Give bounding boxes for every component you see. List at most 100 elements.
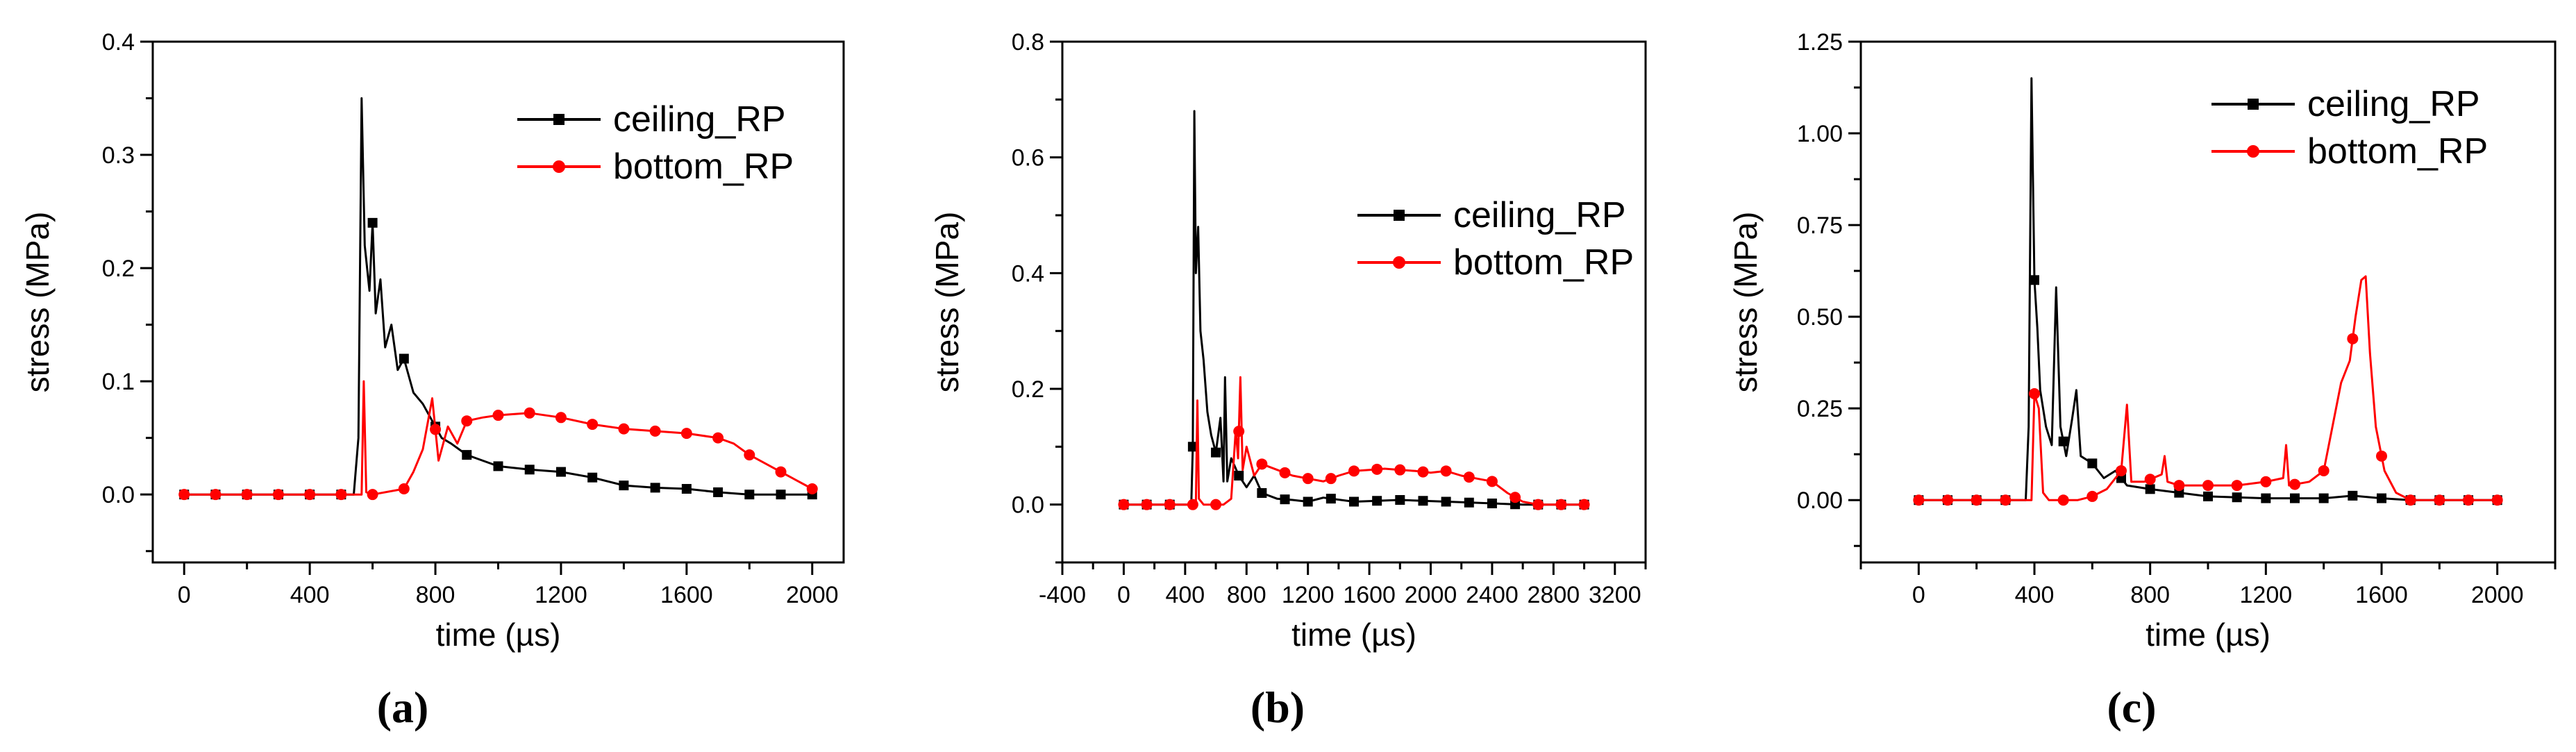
data-point-marker <box>1440 465 1452 477</box>
data-point-marker <box>2086 490 2098 502</box>
x-tick-label: 2000 <box>1405 582 1457 608</box>
data-point-marker <box>430 424 442 435</box>
data-point-marker <box>2202 480 2214 492</box>
x-tick-label: 2800 <box>1528 582 1580 608</box>
y-axis-title: stress (MPa) <box>19 212 56 393</box>
y-tick-label: 0.50 <box>1797 304 1843 331</box>
data-point-marker <box>1302 473 1314 485</box>
x-axis-title: time (µs) <box>2146 617 2270 653</box>
data-point-marker <box>1509 492 1521 503</box>
data-point-marker <box>744 490 755 500</box>
data-point-marker <box>2000 494 2012 506</box>
legend-item-ceiling_RP: ceiling_RP <box>517 99 786 140</box>
y-tick-label: 0.0 <box>1012 492 1044 519</box>
data-point-marker <box>806 483 818 495</box>
data-point-marker <box>241 489 253 501</box>
x-tick-label: 400 <box>290 582 330 608</box>
data-point-marker <box>2434 494 2445 506</box>
chart-panel-2: -400 0 400 800 1200 1600 2000 2400 2800 3200 0.0 0.… <box>929 29 1647 732</box>
data-point-marker <box>399 353 409 364</box>
data-point-marker <box>335 489 347 501</box>
data-point-marker <box>1325 494 1336 504</box>
legend-marker <box>553 114 564 125</box>
data-point-marker <box>650 483 660 493</box>
data-point-marker <box>2231 480 2243 492</box>
data-point-marker <box>1532 499 1544 510</box>
data-point-marker <box>744 449 755 461</box>
data-point-marker <box>2260 476 2272 487</box>
panel-label: (c) <box>2107 683 2156 732</box>
x-tick-label: 800 <box>2130 582 2170 608</box>
data-point-marker <box>555 467 566 477</box>
y-tick-label: 0.0 <box>102 482 135 508</box>
legend-item-ceiling_RP: ceiling_RP <box>1357 195 1626 235</box>
data-point-marker <box>524 465 535 475</box>
data-point-marker <box>681 484 692 494</box>
x-tick-label: -400 <box>1039 582 1086 608</box>
data-point-marker <box>2145 484 2155 494</box>
x-tick-label: 2000 <box>2471 582 2524 608</box>
data-point-marker <box>1463 471 1475 483</box>
legend: ceiling_RP bottom_RP <box>1357 195 1634 283</box>
data-point-marker <box>680 428 692 440</box>
legend-marker <box>2247 145 2259 158</box>
legend: ceiling_RP bottom_RP <box>517 99 794 187</box>
data-point-marker <box>2058 436 2068 446</box>
data-point-marker <box>2318 465 2330 476</box>
y-tick-label: 0.1 <box>102 369 135 395</box>
data-point-marker <box>1394 464 1406 476</box>
legend-label: ceiling_RP <box>613 99 786 140</box>
legend-label: bottom_RP <box>613 147 794 187</box>
x-tick-label: 0 <box>1912 582 1925 608</box>
data-point-marker <box>1464 497 1474 508</box>
data-point-marker <box>2347 333 2359 344</box>
data-point-marker <box>776 490 786 500</box>
series-line <box>1918 275 2498 501</box>
data-point-marker <box>649 425 661 437</box>
data-point-marker <box>1187 499 1198 510</box>
y-tick-label: 0.2 <box>1012 376 1044 403</box>
data-point-marker <box>524 407 535 419</box>
data-point-marker <box>1256 458 1268 470</box>
y-tick-label: 0.75 <box>1797 212 1843 239</box>
data-point-marker <box>1913 494 1925 506</box>
x-tick-label: 2000 <box>786 582 839 608</box>
data-point-marker <box>618 423 630 435</box>
legend-item-bottom_RP: bottom_RP <box>1357 242 1634 283</box>
y-tick-label: 0.3 <box>102 142 135 169</box>
data-point-marker <box>2144 474 2156 485</box>
y-tick-label: 1.25 <box>1797 29 1843 56</box>
data-point-marker <box>1555 499 1567 510</box>
series-bottom_RP <box>1118 376 1590 510</box>
x-tick-label: 2400 <box>1466 582 1519 608</box>
x-tick-label: 400 <box>2015 582 2055 608</box>
data-point-marker <box>1187 442 1198 452</box>
chart-panel-1: 0 400 800 1200 1600 2000 0.0 0.1 0.2 0.3 0.4 time (… <box>19 29 845 732</box>
data-point-marker <box>210 489 221 501</box>
data-point-marker <box>1303 496 1313 507</box>
x-tick-label: 800 <box>1227 582 1266 608</box>
data-point-marker <box>2289 478 2300 490</box>
panel-label: (b) <box>1251 683 1305 732</box>
data-point-marker <box>1141 499 1153 510</box>
legend-label: ceiling_RP <box>1453 195 1626 235</box>
data-point-marker <box>1349 496 1359 507</box>
data-point-marker <box>775 466 787 478</box>
y-tick-label: 0.8 <box>1012 29 1044 56</box>
series-ceiling_RP <box>1119 110 1589 510</box>
data-point-marker <box>1971 494 1982 506</box>
y-axis-title: stress (MPa) <box>1728 212 1764 393</box>
legend-item-ceiling_RP: ceiling_RP <box>2211 84 2480 124</box>
data-point-marker <box>304 489 316 501</box>
data-point-marker <box>2173 480 2185 492</box>
legend-label: bottom_RP <box>1453 242 1634 283</box>
data-point-marker <box>1395 495 1405 505</box>
data-point-marker <box>1234 471 1244 481</box>
data-point-marker <box>398 483 410 495</box>
data-point-marker <box>367 217 378 228</box>
data-point-marker <box>2057 494 2069 506</box>
data-point-marker <box>2261 493 2271 503</box>
x-tick-label: 0 <box>178 582 191 608</box>
data-point-marker <box>493 461 503 471</box>
